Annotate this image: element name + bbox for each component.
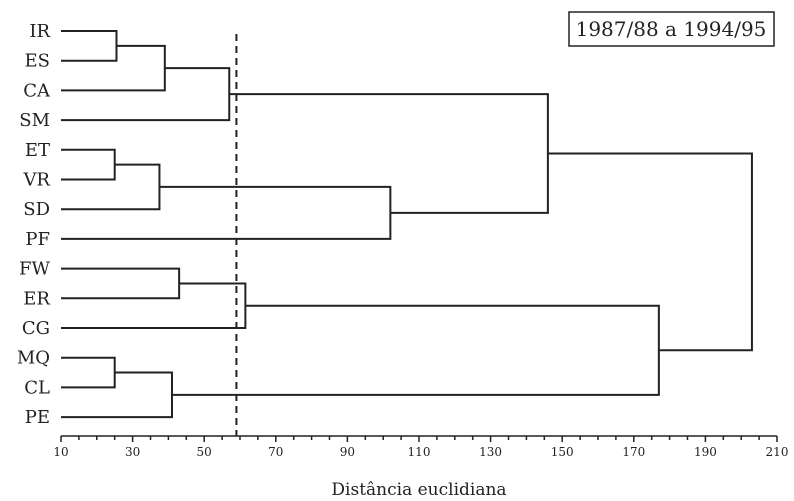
- leaf-label-ir: IR: [29, 21, 50, 42]
- leaf-label-es: ES: [25, 51, 50, 72]
- merge-10: [61, 356, 116, 389]
- x-tick-label: 150: [551, 445, 574, 459]
- dendrogram-branches: [61, 30, 753, 419]
- leaf-label-sd: SD: [23, 199, 50, 220]
- x-axis: 10 30 50 70 90 110 130 150 170 190 210: [53, 435, 789, 459]
- x-tick-label: 90: [340, 445, 355, 459]
- merge-11: [61, 371, 173, 419]
- merge-7: [229, 93, 549, 214]
- leaf-label-cl: CL: [24, 377, 50, 398]
- merge-4: [61, 148, 116, 181]
- merge-13: [547, 152, 753, 352]
- leaf-label-mq: MQ: [17, 348, 50, 369]
- title-box-frame: [568, 11, 775, 47]
- merge-1: [61, 30, 118, 62]
- x-tick-label: 190: [694, 445, 717, 459]
- merge-9: [61, 282, 247, 329]
- title-box: 1987/88 a 1994/95: [568, 11, 775, 47]
- x-tick-label: 130: [479, 445, 502, 459]
- leaf-label-sm: SM: [19, 110, 50, 131]
- x-tick-label: 170: [622, 445, 645, 459]
- merge-5: [61, 163, 161, 211]
- leaf-label-pe: PE: [25, 407, 50, 428]
- merge-8: [61, 267, 181, 300]
- merge-3: [61, 67, 231, 122]
- x-tick-label: 70: [268, 445, 283, 459]
- x-axis-title: Distância euclidiana: [331, 480, 506, 500]
- x-tick-label: 210: [766, 445, 789, 459]
- chart-title: 1987/88 a 1994/95: [576, 17, 767, 41]
- leaf-labels: IR ES CA SM ET VR SD PF FW ER CG MQ CL PE: [17, 21, 51, 428]
- leaf-label-cg: CG: [22, 318, 50, 339]
- x-tick-label: 10: [53, 445, 68, 459]
- leaf-label-ca: CA: [23, 80, 51, 101]
- leaf-label-fw: FW: [19, 259, 50, 280]
- leaf-label-er: ER: [23, 288, 50, 309]
- leaf-label-pf: PF: [25, 229, 50, 250]
- merge-2: [61, 44, 166, 92]
- leaf-label-et: ET: [25, 140, 50, 161]
- x-tick-label: 30: [125, 445, 140, 459]
- x-tick-label: 110: [408, 445, 431, 459]
- x-tick-label: 50: [197, 445, 212, 459]
- leaf-label-vr: VR: [22, 170, 50, 191]
- merge-6: [61, 185, 392, 240]
